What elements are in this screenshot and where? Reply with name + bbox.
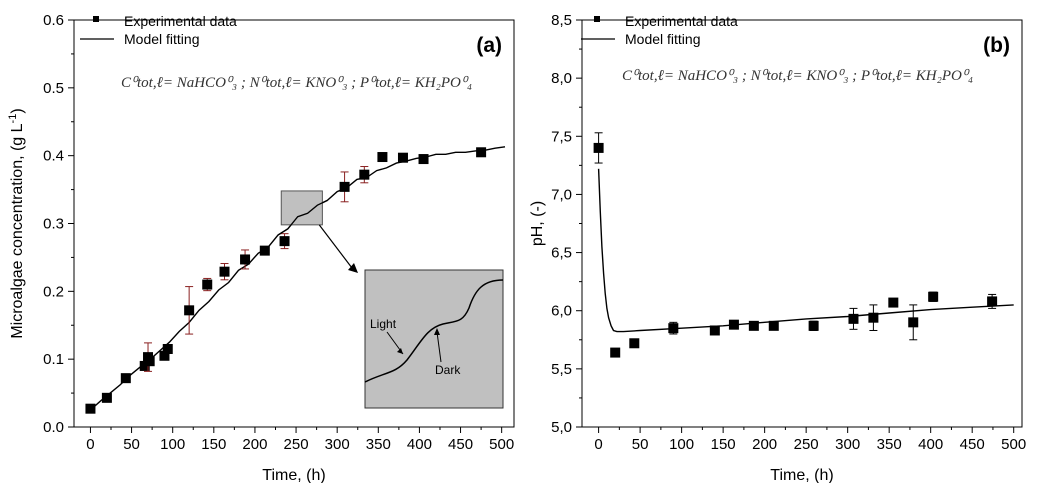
panel-b: 0 50 100 150 200 250 300 350 400 450 500 5,0 5,5 6,0 6… (529, 12, 1026, 483)
data-point (377, 152, 388, 163)
y-tick-label: 5,0 (551, 419, 572, 436)
x-tick-label: 350 (877, 436, 902, 453)
data-point (987, 296, 998, 307)
y-tick-label: 0.6 (43, 12, 64, 29)
legend-label-model: Model fitting (625, 31, 700, 47)
legend-marker-experimental (594, 16, 600, 22)
x-tick-label: 450 (960, 436, 985, 453)
panel-a: 0 50 100 150 200 250 300 350 400 450 500 0.0 0.1 0.2 0… (7, 12, 515, 483)
y-tick-label: 5,5 (551, 361, 572, 378)
x-tick-label: 50 (632, 436, 649, 453)
data-point (418, 154, 429, 165)
data-point (728, 319, 739, 330)
x-tick-label: 100 (160, 436, 185, 453)
data-point (259, 245, 270, 256)
data-point (159, 350, 170, 361)
legend-label-experimental: Experimental data (124, 13, 237, 29)
y-axis-title: Microalgae concentration, (g L-1) (7, 108, 26, 338)
inset-curve (364, 279, 504, 383)
zoom-connector-arrowhead (348, 263, 358, 273)
x-tick-label: 200 (242, 436, 267, 453)
model-fitting-line (597, 168, 1014, 333)
data-point (219, 266, 230, 277)
inset-label-light: Light (370, 317, 397, 331)
panel-label: (b) (983, 34, 1010, 57)
x-tick-label: 400 (918, 436, 943, 453)
data-point (476, 147, 487, 158)
formula-text: C⁰tot,ℓ= NaHCO⁰₃ ; N⁰tot,ℓ= KNO⁰₃ ; P⁰to… (121, 75, 472, 91)
x-tick-label: 50 (123, 436, 140, 453)
x-tick-label: 250 (284, 436, 309, 453)
x-tick-label: 400 (407, 436, 432, 453)
data-point (162, 343, 173, 354)
legend-label-model: Model fitting (124, 31, 199, 47)
data-point (184, 305, 195, 316)
x-tick-label: 350 (366, 436, 391, 453)
y-tick-label: 0.3 (43, 216, 64, 233)
y-tick-label: 7,0 (551, 186, 572, 203)
x-tick-label: 150 (201, 436, 226, 453)
inset-arrowhead-dark (434, 328, 440, 335)
inset-arrow-dark (436, 331, 442, 363)
x-tick-label: 500 (1001, 436, 1026, 453)
y-tick-label: 6,0 (551, 303, 572, 320)
data-point (144, 356, 155, 367)
data-point (240, 254, 251, 265)
formula-text: C⁰tot,ℓ= NaHCO⁰₃ ; N⁰tot,ℓ= KNO⁰₃ ; P⁰to… (622, 68, 973, 84)
data-point (339, 181, 350, 192)
x-tick-label: 200 (752, 436, 777, 453)
y-tick-label: 0.1 (43, 351, 64, 368)
data-point (868, 312, 879, 323)
x-tick-label: 150 (711, 436, 736, 453)
data-point (202, 279, 213, 290)
x-tick-label: 300 (325, 436, 350, 453)
data-point (359, 169, 370, 180)
data-point (908, 317, 919, 328)
y-tick-label: 0.4 (43, 148, 64, 165)
y-axis-title: pH, (-) (529, 201, 546, 246)
inset-arrowhead-light (397, 348, 403, 354)
x-axis-title: Time, (h) (770, 467, 833, 483)
data-point (397, 152, 408, 163)
zoom-region-box (280, 190, 323, 226)
x-axis-title: Time, (h) (262, 467, 325, 483)
y-tick-label: 8,0 (551, 70, 572, 87)
y-tick-label: 0.2 (43, 283, 64, 300)
y-tick-label: 0.5 (43, 80, 64, 97)
data-point (593, 142, 604, 153)
inset-box (364, 269, 504, 409)
x-tick-label: 250 (794, 436, 819, 453)
legend-label-experimental: Experimental data (625, 13, 738, 29)
legend-marker-experimental (93, 16, 99, 22)
y-tick-label: 0.0 (43, 419, 64, 436)
data-point (610, 347, 621, 358)
data-point (808, 320, 819, 331)
data-point (668, 323, 679, 334)
x-tick-label: 450 (448, 436, 473, 453)
data-point (928, 291, 939, 302)
data-point (85, 403, 96, 414)
data-point (848, 313, 859, 324)
data-point (768, 320, 779, 331)
data-point (279, 236, 290, 247)
x-tick-label: 0 (86, 436, 94, 453)
data-point (629, 338, 640, 349)
data-point (888, 297, 899, 308)
data-point (748, 320, 759, 331)
data-point (101, 392, 112, 403)
y-tick-label: 6,5 (551, 245, 572, 262)
zoom-connector (318, 224, 353, 269)
data-point (120, 373, 131, 384)
inset-label-dark: Dark (435, 363, 461, 377)
zoom-region-curve (277, 199, 328, 236)
panel-label: (a) (476, 34, 502, 57)
y-tick-label: 8,5 (551, 12, 572, 29)
x-tick-label: 500 (489, 436, 514, 453)
x-tick-label: 0 (594, 436, 602, 453)
x-tick-label: 300 (835, 436, 860, 453)
x-tick-label: 100 (669, 436, 694, 453)
data-point (709, 325, 720, 336)
y-tick-label: 7,5 (551, 128, 572, 145)
